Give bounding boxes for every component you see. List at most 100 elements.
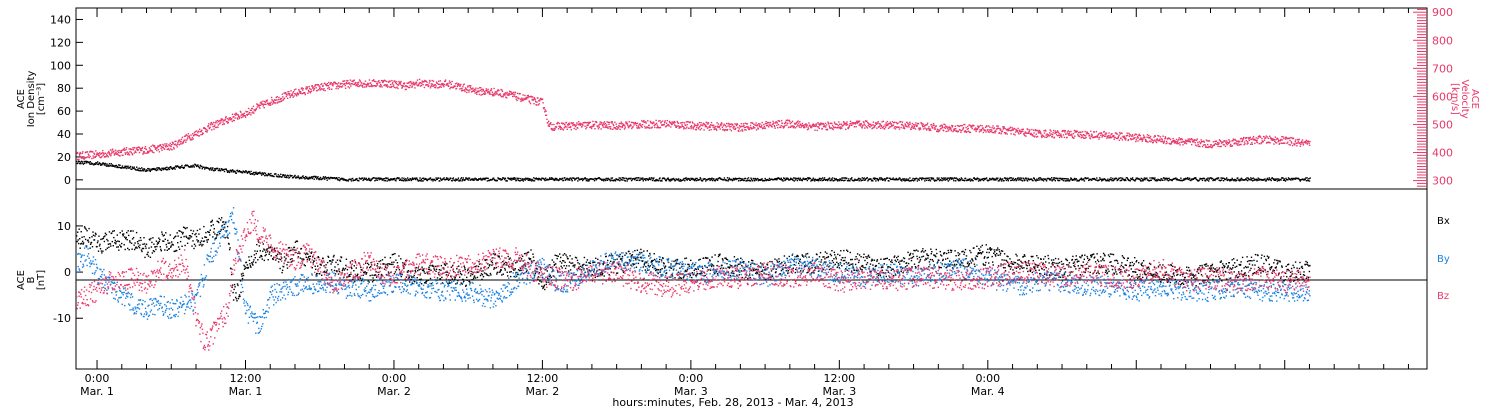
velocity-point	[184, 139, 186, 141]
density-point	[1255, 178, 1258, 180]
velocity-point	[336, 83, 339, 85]
density-point	[214, 169, 216, 171]
velocity-point	[97, 154, 100, 157]
velocity-point	[1120, 137, 1122, 139]
density-point	[881, 178, 883, 180]
velocity-point	[108, 150, 110, 153]
velocity-point	[551, 128, 553, 131]
velocity-point	[104, 152, 106, 154]
velocity-point	[484, 93, 487, 95]
velocity-point	[1146, 141, 1148, 143]
density-point	[995, 177, 998, 179]
velocity-point	[192, 138, 194, 140]
velocity-point	[1275, 141, 1277, 144]
velocity-point	[86, 156, 88, 159]
density-point	[1154, 179, 1157, 182]
density-point	[595, 178, 597, 180]
velocity-point	[119, 151, 122, 154]
velocity-point	[583, 121, 586, 124]
density-point	[153, 167, 155, 170]
density-point	[1049, 178, 1052, 180]
density-point	[799, 179, 801, 181]
velocity-point	[631, 127, 633, 130]
velocity-point	[400, 84, 403, 87]
velocity-point	[1157, 134, 1159, 137]
velocity-point	[402, 85, 404, 87]
velocity-point	[121, 149, 123, 152]
density-point	[695, 177, 697, 180]
density-point	[93, 164, 95, 166]
velocity-point	[995, 130, 997, 132]
velocity-point	[108, 153, 111, 155]
density-point	[577, 180, 579, 182]
velocity-point	[300, 88, 303, 90]
velocity-point	[500, 96, 503, 98]
velocity-point	[412, 83, 414, 85]
velocity-point	[320, 88, 323, 90]
velocity-point	[882, 120, 885, 122]
velocity-point	[263, 103, 265, 105]
velocity-point	[1197, 141, 1199, 144]
velocity-point	[253, 112, 255, 114]
velocity-point	[602, 124, 604, 127]
velocity-point	[352, 79, 355, 82]
density-point	[393, 178, 395, 180]
density-point	[977, 180, 980, 182]
density-point	[1115, 177, 1118, 179]
density-point	[1069, 179, 1071, 181]
density-point	[982, 179, 985, 182]
velocity-point	[740, 130, 742, 132]
velocity-point	[1222, 144, 1224, 146]
velocity-point	[849, 120, 852, 123]
velocity-point	[724, 129, 726, 131]
velocity-point	[843, 122, 845, 124]
density-point	[732, 179, 734, 181]
velocity-point	[1156, 138, 1158, 140]
density-point	[1057, 179, 1060, 182]
velocity-point	[1207, 140, 1210, 142]
density-point	[1146, 177, 1148, 179]
velocity-point	[706, 127, 709, 129]
velocity-point	[1248, 138, 1250, 140]
velocity-point	[559, 126, 561, 129]
velocity-point	[649, 120, 652, 123]
velocity-point	[361, 85, 363, 87]
velocity-point	[474, 89, 477, 91]
velocity-point	[1084, 137, 1086, 139]
velocity-point	[1057, 135, 1059, 137]
velocity-point	[347, 86, 349, 88]
velocity-point	[624, 125, 626, 127]
velocity-point	[619, 125, 621, 128]
density-point	[121, 165, 124, 167]
velocity-point	[1223, 140, 1225, 142]
velocity-point	[275, 96, 277, 99]
velocity-point	[572, 124, 574, 127]
velocity-point	[369, 85, 371, 88]
density-point	[1220, 177, 1222, 179]
velocity-point	[161, 146, 164, 149]
velocity-point	[228, 119, 230, 121]
velocity-point	[936, 130, 938, 132]
density-point	[313, 178, 315, 180]
velocity-point	[506, 91, 508, 94]
velocity-point	[271, 103, 274, 105]
velocity-point	[461, 89, 464, 92]
velocity-point	[266, 99, 268, 101]
velocity-point	[723, 130, 726, 132]
velocity-point	[732, 124, 734, 126]
velocity-point	[1268, 141, 1270, 144]
density-point	[570, 178, 573, 181]
velocity-point	[256, 106, 258, 108]
density-point	[927, 179, 930, 182]
density-point	[315, 175, 317, 178]
density-point	[441, 179, 443, 181]
velocity-point	[126, 152, 128, 154]
velocity-point	[600, 128, 602, 130]
density-point	[528, 179, 531, 181]
velocity-point	[1117, 136, 1120, 138]
velocity-point	[818, 127, 820, 129]
velocity-point	[1307, 140, 1310, 143]
velocity-point	[458, 83, 460, 86]
velocity-point	[564, 125, 567, 127]
velocity-point	[562, 129, 565, 131]
